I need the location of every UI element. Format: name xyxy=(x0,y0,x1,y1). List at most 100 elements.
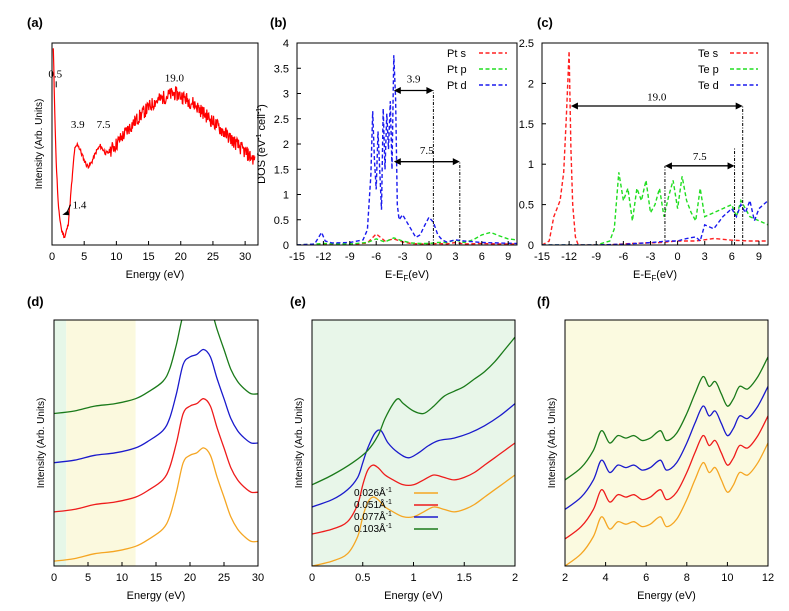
y-tick-label-1: 0.5 xyxy=(274,215,289,227)
y-tick-label-2: 1 xyxy=(283,190,289,202)
plot-area xyxy=(542,51,768,245)
plot-area xyxy=(297,55,517,245)
x-tick-label-2: 10 xyxy=(110,251,122,263)
panel-label: (f) xyxy=(537,294,550,309)
shaded-region-0 xyxy=(54,320,67,566)
x-tick-label-1: 5 xyxy=(85,572,91,584)
x-tick-label-5: 25 xyxy=(218,572,230,584)
series-line-1 xyxy=(312,442,515,535)
x-tick-label-3: 1.5 xyxy=(457,572,472,584)
bracket-arrow-left-1 xyxy=(664,162,672,170)
x-tick-label-0: -15 xyxy=(534,251,550,263)
legend-label-0: Te s xyxy=(698,48,719,60)
panel-f: 2 4 6 8 10 12 Energy (eV) Intensity (Arb. Units… xyxy=(537,294,774,602)
y-tick-label-5: 2.5 xyxy=(274,114,289,126)
x-tick-label-5: 0 xyxy=(675,251,681,263)
x-axis-label: Energy (eV) xyxy=(384,590,443,602)
axes-frame xyxy=(51,42,259,246)
bracket-arrow-right-1 xyxy=(452,158,460,166)
series-line-2 xyxy=(54,348,258,464)
x-tick-label-2: 10 xyxy=(116,572,128,584)
y-tick-label-6: 3 xyxy=(283,89,289,101)
bracket-arrow-left-1 xyxy=(393,158,401,166)
y-tick-label-4: 2 xyxy=(283,139,289,151)
panel-label: (e) xyxy=(290,294,306,309)
series-line-3 xyxy=(54,320,258,415)
legend-label-0: 0.026Å-1 xyxy=(354,486,392,499)
plot-area xyxy=(565,356,768,566)
x-tick-label-1: -12 xyxy=(561,251,577,263)
y-tick-label-5: 2.5 xyxy=(519,38,534,50)
x-axis-label: Energy (eV) xyxy=(126,269,185,281)
x-tick-label-8: 9 xyxy=(756,251,762,263)
legend-label-2: Te d xyxy=(698,80,719,92)
panel-label: (d) xyxy=(27,294,44,309)
annotation-4: 19.0 xyxy=(165,72,185,84)
legend-label-1: Te p xyxy=(698,64,719,76)
x-tick-label-2: 1 xyxy=(410,572,416,584)
x-tick-label-6: 3 xyxy=(702,251,708,263)
series-line-0 xyxy=(312,474,515,566)
legend-label-1: Pt p xyxy=(447,64,467,76)
x-tick-label-6: 30 xyxy=(252,572,264,584)
plot-area xyxy=(312,336,515,566)
x-tick-label-2: 6 xyxy=(643,572,649,584)
annotation-1: 1.4 xyxy=(73,200,87,212)
annotation-3: 7.5 xyxy=(97,119,111,131)
panel-background xyxy=(312,320,515,566)
series-line-2 xyxy=(297,55,517,245)
x-tick-label-0: 2 xyxy=(562,572,568,584)
x-tick-label-1: 0.5 xyxy=(355,572,370,584)
y-tick-label-4: 2 xyxy=(528,78,534,90)
y-tick-label-0: 0 xyxy=(528,240,534,252)
legend-label-1: 0.051Å-1 xyxy=(354,498,392,511)
panel-b: 3.9 7.5 -15 -12 -9 -6 -3 0 3 6 9 0 0.5 1 1.5 2 2.5 3 3.5 4 E… xyxy=(256,15,518,283)
series-line-0 xyxy=(54,447,258,562)
series-line-0 xyxy=(52,48,256,239)
x-tick-label-0: 0 xyxy=(51,572,57,584)
plot-area xyxy=(52,48,256,239)
x-tick-label-3: -6 xyxy=(371,251,381,263)
x-tick-label-3: 8 xyxy=(684,572,690,584)
x-axis-label: E-EF(eV) xyxy=(633,269,677,283)
bracket-arrow-left-0 xyxy=(570,102,578,110)
series-line-0 xyxy=(542,51,768,245)
legend-label-2: 0.077Å-1 xyxy=(354,510,392,523)
x-tick-label-4: -3 xyxy=(398,251,408,263)
y-axis-label: Intensity (Arb. Units) xyxy=(294,398,305,489)
legend-label-2: Pt d xyxy=(447,80,467,92)
series-line-3 xyxy=(565,356,768,481)
bracket-arrow-right-1 xyxy=(727,162,735,170)
x-tick-label-3: 15 xyxy=(142,251,154,263)
x-tick-label-3: -6 xyxy=(618,251,628,263)
bracket-arrow-left-0 xyxy=(393,86,401,94)
y-tick-label-8: 4 xyxy=(283,38,289,50)
series-line-3 xyxy=(312,336,515,486)
series-line-1 xyxy=(565,415,768,540)
annotation-2: 3.9 xyxy=(71,119,85,131)
plot-area xyxy=(54,320,258,562)
y-axis-label: Intensity (Arb. Units) xyxy=(34,99,45,190)
panel-d: 0 5 10 15 20 25 30 Energy (eV) Intensity (Arb. U… xyxy=(27,294,264,602)
panel-label: (c) xyxy=(537,15,553,30)
series-line-1 xyxy=(542,172,768,245)
bracket-arrow-right-0 xyxy=(735,102,743,110)
x-tick-label-4: 2 xyxy=(512,572,518,584)
y-tick-label-2: 1 xyxy=(528,159,534,171)
x-tick-label-5: 12 xyxy=(762,572,774,584)
x-tick-label-1: 4 xyxy=(603,572,609,584)
x-tick-label-8: 9 xyxy=(505,251,511,263)
bracket-label-1: 7.5 xyxy=(420,145,434,157)
x-tick-label-0: -15 xyxy=(289,251,305,263)
x-tick-label-7: 6 xyxy=(729,251,735,263)
axes-frame xyxy=(564,319,769,567)
panel-label: (a) xyxy=(27,15,43,30)
x-axis-label: E-EF(eV) xyxy=(385,269,429,283)
series-line-2 xyxy=(542,198,768,245)
bracket-label-1: 7.5 xyxy=(693,151,707,163)
y-tick-label-3: 1.5 xyxy=(274,164,289,176)
x-tick-label-4: -3 xyxy=(646,251,656,263)
bracket-label-0: 19.0 xyxy=(647,91,667,103)
x-tick-label-2: -9 xyxy=(591,251,601,263)
